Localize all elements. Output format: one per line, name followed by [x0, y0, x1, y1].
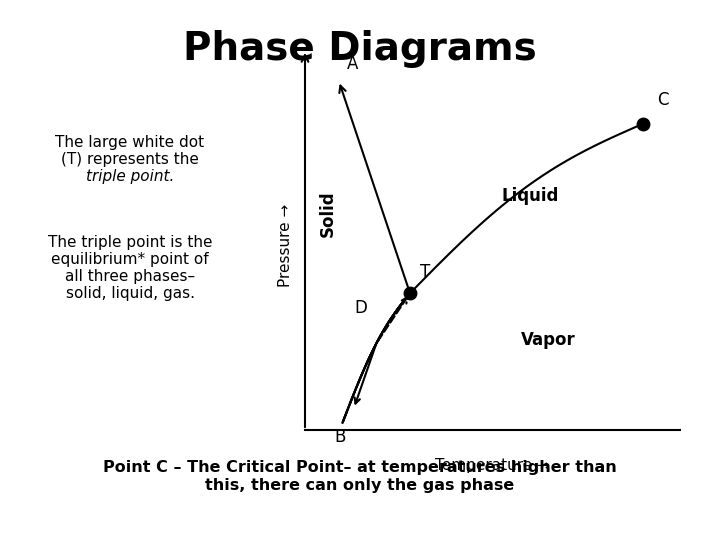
- Text: C: C: [657, 91, 669, 109]
- Text: Solid: Solid: [318, 191, 336, 237]
- Text: this, there can only the gas phase: this, there can only the gas phase: [205, 478, 515, 493]
- Text: B: B: [335, 428, 346, 446]
- Text: (T) represents the: (T) represents the: [61, 152, 199, 167]
- Text: The triple point is the: The triple point is the: [48, 235, 212, 250]
- Text: The large white dot: The large white dot: [55, 135, 204, 150]
- Text: equilibrium* point of: equilibrium* point of: [51, 252, 209, 267]
- Text: triple point.: triple point.: [86, 169, 174, 184]
- Text: solid, liquid, gas.: solid, liquid, gas.: [66, 286, 194, 301]
- Text: Temperature →: Temperature →: [435, 458, 550, 473]
- Text: Liquid: Liquid: [501, 187, 559, 205]
- Text: T: T: [420, 263, 431, 281]
- Text: A: A: [347, 55, 358, 73]
- Text: Pressure →: Pressure →: [277, 204, 292, 287]
- Text: Phase Diagrams: Phase Diagrams: [183, 30, 537, 68]
- Text: Vapor: Vapor: [521, 331, 576, 349]
- Text: D: D: [355, 299, 367, 316]
- Text: Point C – The Critical Point– at temperatures higher than: Point C – The Critical Point– at tempera…: [103, 460, 617, 475]
- Text: all three phases–: all three phases–: [65, 269, 195, 284]
